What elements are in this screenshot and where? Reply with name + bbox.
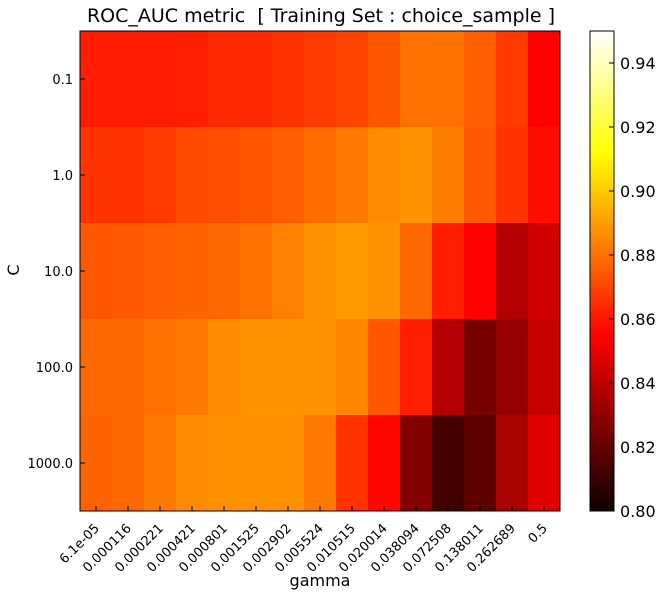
heatmap-cell xyxy=(176,319,209,416)
heatmap-cell xyxy=(432,319,465,416)
heatmap-cell xyxy=(432,31,465,128)
heatmap-cell xyxy=(240,319,273,416)
heatmap-cell xyxy=(80,223,113,320)
heatmap-cell xyxy=(112,415,145,512)
heatmap-cell xyxy=(144,223,177,320)
heatmap-cell xyxy=(144,415,177,512)
heatmap-cell xyxy=(400,319,433,416)
heatmap-cell xyxy=(368,127,401,224)
chart-title: ROC_AUC metric [ Training Set : choice_s… xyxy=(86,5,556,27)
heatmap-cell xyxy=(80,127,113,224)
heatmap-cell xyxy=(240,127,273,224)
heatmap-cell xyxy=(528,127,561,224)
heatmap-cell xyxy=(336,31,369,128)
heatmap-cell xyxy=(240,223,273,320)
heatmap-cell xyxy=(464,319,497,416)
y-tick-label: 100.0 xyxy=(36,361,73,376)
heatmap-cell xyxy=(208,127,241,224)
heatmap-cell xyxy=(304,319,337,416)
heatmap-cell xyxy=(368,223,401,320)
heatmap-cell xyxy=(176,127,209,224)
heatmap-cell xyxy=(272,415,305,512)
heatmap-cell xyxy=(240,415,273,512)
heatmap-cell xyxy=(144,319,177,416)
heatmap-cell xyxy=(112,223,145,320)
heatmap-cell xyxy=(144,127,177,224)
colorbar-tick-label: 0.86 xyxy=(620,310,656,329)
heatmap-cell xyxy=(304,415,337,512)
heatmap-cell xyxy=(112,31,145,128)
heatmap-cells xyxy=(80,31,561,512)
y-tick-label: 0.1 xyxy=(52,73,73,88)
heatmap-cell xyxy=(432,415,465,512)
heatmap-cell xyxy=(208,319,241,416)
heatmap-cell xyxy=(400,127,433,224)
heatmap-cell xyxy=(208,223,241,320)
y-tick-label: 1.0 xyxy=(52,169,73,184)
heatmap-cell xyxy=(336,223,369,320)
heatmap-cell xyxy=(336,127,369,224)
heatmap-cell xyxy=(432,223,465,320)
heatmap-cell xyxy=(272,223,305,320)
colorbar-tick-label: 0.94 xyxy=(620,54,656,73)
colorbar-tick-label: 0.84 xyxy=(620,374,656,393)
heatmap-cell xyxy=(496,127,529,224)
heatmap-cell xyxy=(336,319,369,416)
x-tick-labels: 6.1e-050.0001160.0002210.0004210.0008010… xyxy=(57,506,551,576)
heatmap-cell xyxy=(496,31,529,128)
heatmap-cell xyxy=(400,415,433,512)
heatmap-cell xyxy=(368,31,401,128)
heatmap-cell xyxy=(464,415,497,512)
y-tick-labels: 0.1 1.0 10.0 100.0 1000.0 xyxy=(28,73,85,472)
heatmap-cell xyxy=(80,319,113,416)
colorbar-tick-label: 0.80 xyxy=(620,502,656,521)
colorbar-tick-label: 0.82 xyxy=(620,438,656,457)
colorbar-tick-label: 0.88 xyxy=(620,246,656,265)
y-tick-label: 10.0 xyxy=(44,265,73,280)
heatmap-cell xyxy=(176,415,209,512)
heatmap-cell xyxy=(112,127,145,224)
heatmap-cell xyxy=(528,31,561,128)
heatmap-cell xyxy=(368,319,401,416)
heatmap-cell xyxy=(496,223,529,320)
heatmap-cell xyxy=(304,223,337,320)
heatmap-cell xyxy=(336,415,369,512)
heatmap-cell xyxy=(176,31,209,128)
y-tick-label: 1000.0 xyxy=(28,457,74,472)
heatmap-cell xyxy=(496,319,529,416)
heatmap-cell xyxy=(496,415,529,512)
heatmap-cell xyxy=(528,223,561,320)
heatmap-cell xyxy=(464,223,497,320)
heatmap-cell xyxy=(208,415,241,512)
heatmap-cell xyxy=(272,127,305,224)
heatmap-cell xyxy=(528,319,561,416)
heatmap-cell xyxy=(272,31,305,128)
heatmap-cell xyxy=(112,319,145,416)
heatmap-cell xyxy=(80,415,113,512)
heatmap-cell xyxy=(144,31,177,128)
heatmap-cell xyxy=(400,31,433,128)
heatmap-cell xyxy=(176,223,209,320)
heatmap-cell xyxy=(272,319,305,416)
colorbar-tick-label: 0.90 xyxy=(620,182,656,201)
colorbar-tick-labels: 0.80 0.82 0.84 0.86 0.88 0.90 0.92 0.94 xyxy=(609,54,656,521)
heatmap-cell xyxy=(304,31,337,128)
colorbar xyxy=(589,30,615,512)
heatmap-cell xyxy=(464,31,497,128)
heatmap-cell xyxy=(304,127,337,224)
heatmap-cell xyxy=(368,415,401,512)
x-axis-label: gamma xyxy=(289,571,351,590)
heatmap-cell xyxy=(80,31,113,128)
heatmap-cell xyxy=(432,127,465,224)
heatmap-cell xyxy=(208,31,241,128)
heatmap-cell xyxy=(528,415,561,512)
heatmap-cell xyxy=(464,127,497,224)
heatmap-cell xyxy=(400,223,433,320)
x-tick-label: 0.5 xyxy=(526,521,551,546)
heatmap-cell xyxy=(240,31,273,128)
colorbar-tick-label: 0.92 xyxy=(620,118,656,137)
